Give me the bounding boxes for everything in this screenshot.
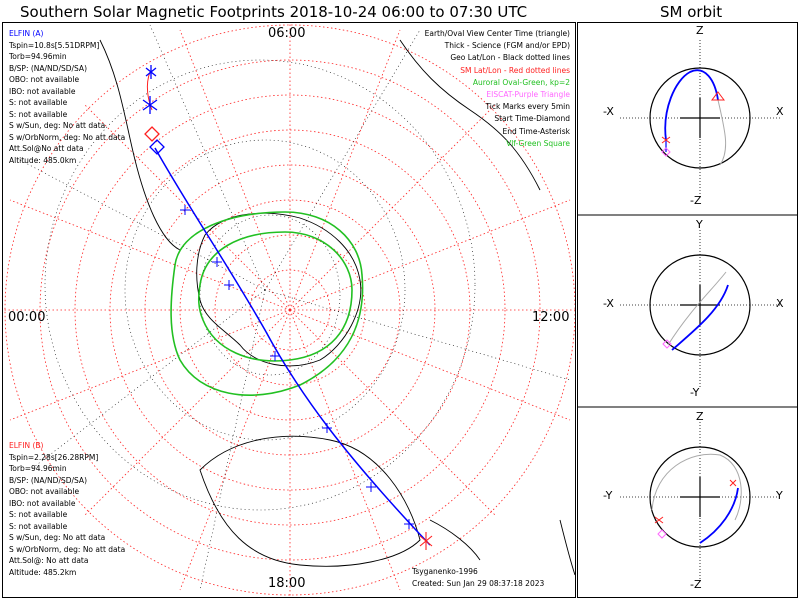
continent-outlines (99, 39, 575, 576)
elfin-a-name: ELFIN (A) (9, 29, 44, 38)
elfin-b-line: S w/Sun, deg: No att data (9, 533, 106, 542)
legend-entry: Earth/Oval View Center Time (triangle) (424, 29, 570, 38)
footprint-map-frame (2, 22, 576, 598)
legend-entry: SM Lat/Lon - Red dotted lines (460, 65, 570, 75)
elfin-b-start-diamond (144, 126, 160, 142)
elfin-a-end-asterisk (142, 65, 158, 114)
orbit1-bottom-label: -Z (690, 194, 702, 207)
elfin-b-line: Tspin=2.28s[26.28RPM] (9, 452, 99, 462)
legend-entry: Start Time-Diamond (494, 114, 570, 124)
orbit1-top-label: Z (696, 24, 704, 37)
clock-label-top: 06:00 (268, 26, 306, 41)
model-label: Tsyganenko-1996 (412, 567, 478, 576)
elfin-b-line: S: not available (9, 521, 68, 531)
legend: Earth/Oval View Center Time (triangle) T… (425, 28, 570, 150)
orbit3-left-label: -Y (603, 489, 613, 502)
elfin-b-end-asterisk (419, 532, 433, 550)
orbit2-right-label: X (776, 297, 784, 310)
clock-label-bottom: 18:00 (268, 576, 306, 591)
elfin-a-line: S w/Sun, deg: No att data (9, 121, 106, 130)
elfin-b-line: OBO: not available (9, 487, 80, 496)
orbit3-top-label: Z (696, 410, 704, 423)
orbit-panels-frame (577, 22, 798, 598)
plot-title: Southern Solar Magnetic Footprints 2018-… (20, 3, 528, 21)
legend-entry: Geo Lat/Lon - Black dotted lines (450, 53, 570, 63)
elfin-b-line: Torb=94.96min (9, 464, 67, 473)
orbit-panel-yz (620, 422, 780, 580)
legend-entry: EISCAT-Purple Triangle (486, 90, 570, 100)
created-label: Created: Sun Jan 29 08:37:18 2023 (412, 579, 545, 588)
elfin-a-line: B/SP: (NA/ND/SD/SA) (9, 63, 87, 73)
clock-label-right: 12:00 (532, 310, 570, 325)
elfin-b-track (146, 71, 153, 111)
elfin-a-line: S: not available (9, 98, 68, 107)
orbit3-right-label: Y (776, 489, 783, 502)
elfin-a-line: Att.Sol@No att data (9, 144, 84, 153)
orbit3-bottom-label: -Z (690, 578, 702, 591)
elfin-a-line: Tspin=10.8s[5.51DRPM] (9, 40, 100, 50)
orbit-title: SM orbit (660, 3, 723, 21)
orbit2-bottom-label: -Y (690, 386, 700, 399)
elfin-a-start-diamond (149, 139, 165, 155)
orbit2-top-label: Y (696, 218, 703, 231)
elfin-a-line: S w/OrbNorm, deg: No att data (9, 132, 126, 142)
elfin-b-name: ELFIN (B) (9, 441, 44, 450)
elfin-b-line: B/SP: (NA/ND/SD/SA) (9, 475, 87, 485)
elfin-a-info: ELFIN (A) Tspin=10.8s[5.51DRPM] Torb=94.… (9, 28, 125, 166)
elfin-b-line: IBO: not available (9, 498, 76, 508)
elfin-b-line: S w/OrbNorm, deg: No att data (9, 544, 126, 554)
auroral-oval (170, 211, 364, 396)
elfin-a-ticks (180, 205, 414, 529)
legend-entry: Vlf-Green Square (506, 138, 570, 148)
orbit1-left-label: -X (603, 105, 614, 118)
legend-entry: Thick - Science (FGM and/or EPD) (444, 41, 570, 51)
legend-entry: End Time-Asterisk (502, 126, 570, 136)
elfin-b-info: ELFIN (B) Tspin=2.28s[26.28RPM] Torb=94.… (9, 440, 125, 578)
sm-longitude-lines (3, 23, 575, 597)
orbit-panel-xz (620, 40, 780, 195)
clock-label-left: 00:00 (8, 310, 46, 325)
orbit2-left-label: -X (603, 297, 614, 310)
elfin-b-line: Altitude: 485.2km (9, 567, 77, 577)
elfin-b-line: S: not available (9, 510, 68, 519)
orbit-panel-xy (620, 230, 780, 388)
orbit1-right-label: X (776, 105, 784, 118)
geo-grid (19, 24, 571, 591)
elfin-a-line: OBO: not available (9, 75, 80, 84)
elfin-a-line: Torb=94.96min (9, 52, 67, 61)
elfin-a-line: Altitude: 485.0km (9, 155, 77, 165)
elfin-a-line: IBO: not available (9, 86, 76, 96)
elfin-b-line: Att.Sol@: No att data (9, 556, 89, 565)
elfin-a-line: S: not available (9, 109, 68, 119)
legend-entry: Auroral Oval-Green, kp=2 (472, 77, 570, 87)
elfin-a-track (154, 147, 431, 546)
legend-entry: Tick Marks every 5min (485, 102, 570, 112)
